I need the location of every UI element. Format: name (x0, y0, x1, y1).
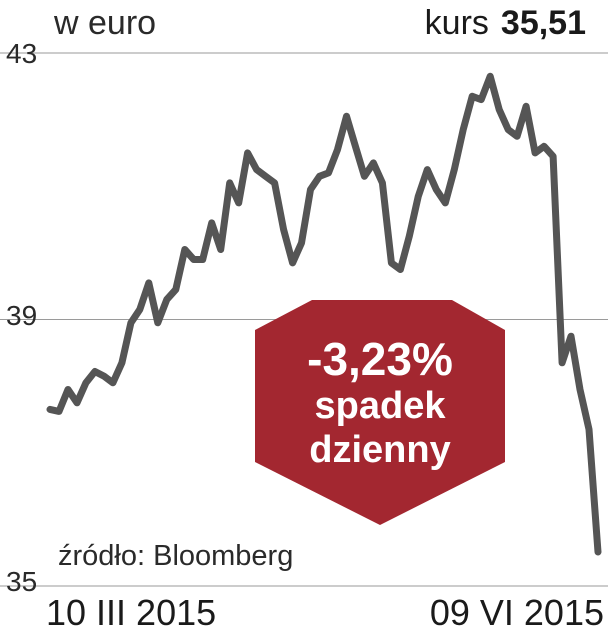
y-tick-label: 39 (6, 300, 38, 331)
current-price: kurs 35,51 (425, 4, 586, 43)
badge-line-2: dzienny (309, 429, 451, 471)
decline-badge-arrow (255, 300, 505, 525)
price-series-line (46, 72, 602, 556)
price-value: 35,51 (500, 4, 586, 42)
source-note: źródło: Bloomberg (58, 540, 294, 572)
y-tick-label: 43 (6, 38, 38, 69)
badge-percent: -3,23% (307, 333, 453, 385)
x-label-start: 10 III 2015 (46, 592, 217, 633)
price-label: kurs (424, 4, 489, 42)
y-axis-unit: w euro (54, 4, 157, 42)
badge-line-1: spadek (314, 385, 446, 427)
y-tick-label: 35 (6, 566, 38, 597)
decline-badge: -3,23% spadek dzienny (255, 300, 505, 525)
x-label-end: 09 VI 2015 (429, 592, 604, 633)
